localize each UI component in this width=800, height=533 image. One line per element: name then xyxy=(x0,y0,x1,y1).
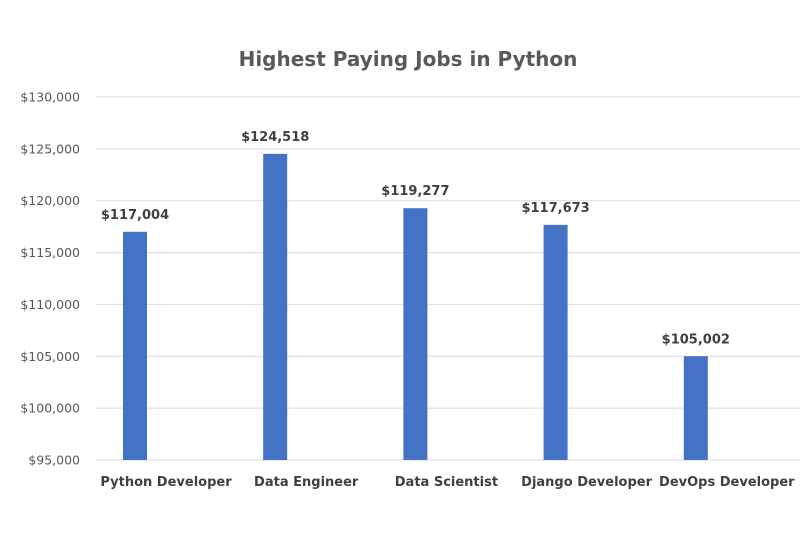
data-label: $117,673 xyxy=(521,201,589,216)
y-tick-label: $100,000 xyxy=(20,401,80,416)
bar-django-developer xyxy=(543,224,568,460)
y-tick-label: $120,000 xyxy=(20,193,80,208)
data-label: $119,277 xyxy=(381,184,449,199)
category-label: Data Scientist xyxy=(395,475,498,490)
bar-devops-developer xyxy=(683,356,708,460)
y-tick-label: $115,000 xyxy=(20,245,80,260)
data-label: $124,518 xyxy=(241,130,309,145)
y-tick-label: $95,000 xyxy=(28,453,80,468)
category-label: Python Developer xyxy=(100,475,232,490)
y-tick-label: $125,000 xyxy=(20,141,80,156)
bar-python-developer xyxy=(123,231,147,460)
y-tick-label: $130,000 xyxy=(20,90,80,105)
category-label: DevOps Developer xyxy=(659,475,795,490)
y-tick-label: $105,000 xyxy=(20,349,80,364)
data-label: $105,002 xyxy=(662,332,730,347)
y-tick-label: $110,000 xyxy=(20,297,80,312)
bar-data-scientist xyxy=(403,208,428,460)
data-label: $117,004 xyxy=(101,208,169,223)
category-label: Django Developer xyxy=(521,475,652,490)
bar-data-engineer xyxy=(263,153,288,460)
chart-title: Highest Paying Jobs in Python xyxy=(239,47,578,71)
category-label: Data Engineer xyxy=(254,475,359,490)
